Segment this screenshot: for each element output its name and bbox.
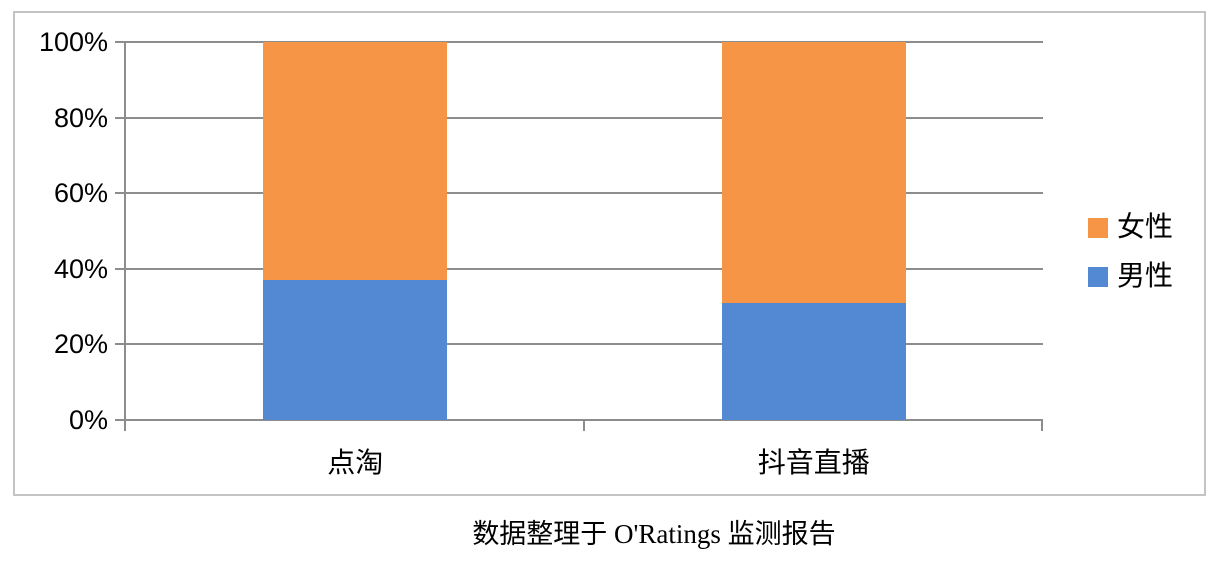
y-axis-label: 80%	[53, 102, 108, 133]
category-label: 点淘	[327, 448, 384, 479]
legend-item: 女性	[1088, 211, 1173, 245]
gridline	[126, 343, 1043, 346]
category-label: 抖音直播	[757, 448, 870, 479]
y-axis-label: 20%	[53, 329, 108, 360]
bar-segment-男性	[263, 280, 448, 420]
y-axis-tick	[115, 41, 126, 43]
legend-label: 男性	[1117, 261, 1174, 292]
y-axis-tick	[115, 267, 126, 270]
gridline	[126, 267, 1043, 270]
y-axis-tick	[115, 419, 126, 421]
x-axis-tick	[582, 420, 585, 431]
y-axis-label: 40%	[53, 253, 108, 284]
chart-caption: 数据整理于 O'Ratings 监测报告	[472, 519, 836, 549]
gridline	[126, 192, 1043, 195]
y-axis-label: 60%	[53, 178, 108, 209]
y-axis-tick	[115, 192, 126, 195]
x-axis-tick	[124, 420, 126, 431]
bar-segment-女性	[721, 42, 906, 303]
x-axis-tick	[1041, 420, 1043, 431]
chart-legend: 女性 男性	[1088, 211, 1173, 294]
y-axis-line	[124, 41, 126, 431]
legend-item: 男性	[1088, 260, 1173, 294]
y-axis-label: 100%	[38, 27, 108, 57]
gridline	[126, 116, 1043, 119]
legend-swatch-icon	[1088, 267, 1108, 287]
bar-segment-男性	[721, 302, 906, 420]
gridline	[126, 41, 1043, 43]
legend-label: 女性	[1117, 212, 1174, 243]
legend-swatch-icon	[1088, 218, 1108, 238]
y-axis-tick	[115, 116, 126, 119]
y-axis-tick	[115, 343, 126, 346]
bar-segment-女性	[263, 42, 448, 281]
gridline	[126, 419, 1043, 421]
chart-frame: 0% 20% 40% 60% 80% 100% 点淘 抖音直播 女性男性	[13, 11, 1206, 496]
y-axis-label: 0%	[68, 405, 108, 435]
